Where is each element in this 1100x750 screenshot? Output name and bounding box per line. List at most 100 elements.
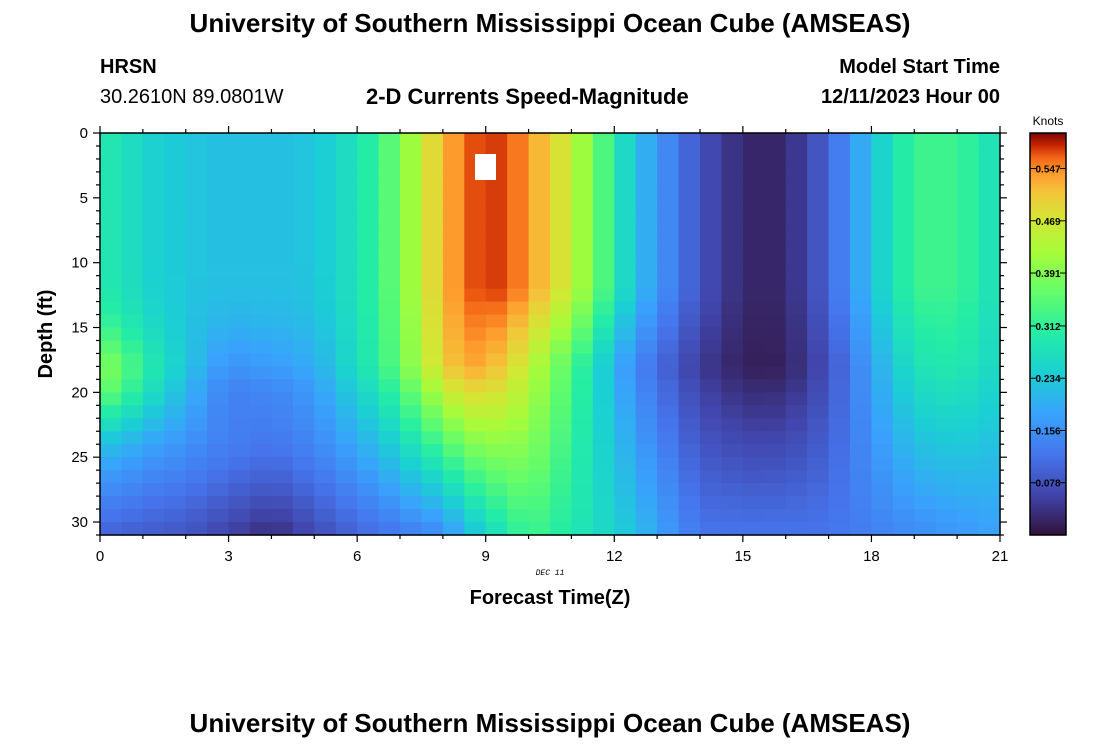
heatmap-cell [207, 184, 230, 199]
heatmap-cell [400, 379, 423, 393]
heatmap-cell [335, 236, 358, 251]
heatmap-cell [807, 444, 830, 458]
heatmap-cell [657, 379, 680, 393]
heatmap-cell [442, 483, 465, 497]
heatmap-cell [914, 444, 937, 458]
station-coordinates: 30.2610N 89.0801W [100, 86, 284, 108]
heatmap-cell [828, 522, 851, 536]
heatmap-cell [378, 431, 401, 445]
heatmap-cell [978, 457, 1001, 471]
heatmap-cell [935, 379, 958, 393]
heatmap-cell [378, 457, 401, 471]
heatmap-cell [121, 392, 144, 406]
heatmap-cell [678, 379, 701, 393]
heatmap-cell [935, 197, 958, 212]
heatmap-cell [807, 405, 830, 419]
heatmap-cell [657, 366, 680, 380]
heatmap-cell [807, 392, 830, 406]
heatmap-cell [164, 470, 187, 484]
heatmap-cell [121, 366, 144, 380]
heatmap-cell [957, 158, 980, 173]
heatmap-cell [785, 223, 808, 238]
heatmap-cell [807, 275, 830, 290]
heatmap-cell [314, 470, 337, 484]
heatmap-cell [828, 470, 851, 484]
heatmap-cell [935, 314, 958, 329]
heatmap-cell [764, 223, 787, 238]
heatmap-cell [271, 275, 294, 290]
heatmap-cell [378, 236, 401, 251]
heatmap-cell [485, 288, 508, 303]
heatmap-cell [935, 405, 958, 419]
heatmap-cell [614, 288, 637, 303]
heatmap-cell [721, 249, 744, 264]
heatmap-cell [935, 171, 958, 186]
heatmap-cell [892, 470, 915, 484]
heatmap-cell [528, 522, 551, 536]
heatmap-cell [807, 340, 830, 355]
heatmap-cell [550, 483, 573, 497]
heatmap-cell [507, 392, 530, 406]
heatmap-cell [871, 314, 894, 329]
heatmap-cell [357, 509, 380, 523]
heatmap-cell [614, 197, 637, 212]
heatmap-cell [421, 236, 444, 251]
heatmap-cell [614, 483, 637, 497]
heatmap-cell [185, 197, 208, 212]
heatmap-cell [314, 496, 337, 510]
heatmap-cell [935, 444, 958, 458]
heatmap-cell [207, 288, 230, 303]
heatmap-cell [635, 509, 658, 523]
heatmap-cell [100, 327, 123, 342]
heatmap-cell [442, 340, 465, 355]
heatmap-cell [871, 366, 894, 380]
heatmap-cell [271, 444, 294, 458]
heatmap-cell [785, 444, 808, 458]
colorbar-tick-label: 0.547 [1035, 165, 1060, 176]
heatmap-cell [742, 522, 765, 536]
heatmap-cell [442, 262, 465, 277]
heatmap-cell [250, 522, 273, 536]
heatmap-cell [592, 444, 615, 458]
heatmap-cell [871, 353, 894, 368]
heatmap-cell [892, 145, 915, 160]
heatmap-cell [571, 496, 594, 510]
heatmap-cell [764, 197, 787, 212]
heatmap-cell [228, 236, 251, 251]
heatmap-cell [550, 509, 573, 523]
heatmap-cell [400, 133, 423, 147]
heatmap-cell [571, 470, 594, 484]
heatmap-cell [250, 379, 273, 393]
heatmap-cell [850, 288, 873, 303]
heatmap-cell [828, 184, 851, 199]
heatmap-cell [892, 431, 915, 445]
heatmap-cell [485, 405, 508, 419]
heatmap-cell [807, 262, 830, 277]
heatmap-cell [292, 353, 315, 368]
heatmap-cell [828, 405, 851, 419]
heatmap-cell [871, 431, 894, 445]
heatmap-cell [957, 470, 980, 484]
heatmap-cell [614, 145, 637, 160]
heatmap-cell [271, 210, 294, 225]
heatmap-cell [421, 223, 444, 238]
heatmap-cell [978, 314, 1001, 329]
heatmap-cell [335, 171, 358, 186]
heatmap-cell [228, 171, 251, 186]
heatmap-cell [442, 392, 465, 406]
heatmap-cell [678, 457, 701, 471]
heatmap-cell [464, 444, 487, 458]
heatmap-cell [250, 353, 273, 368]
heatmap-cell [142, 392, 165, 406]
heatmap-cell [464, 223, 487, 238]
heatmap-cell [614, 431, 637, 445]
heatmap-cell [785, 288, 808, 303]
heatmap-cell [914, 145, 937, 160]
heatmap-cell [978, 288, 1001, 303]
heatmap-cell [185, 275, 208, 290]
heatmap-cell [764, 457, 787, 471]
heatmap-cell [207, 405, 230, 419]
heatmap-cell [421, 210, 444, 225]
heatmap-cell [550, 158, 573, 173]
